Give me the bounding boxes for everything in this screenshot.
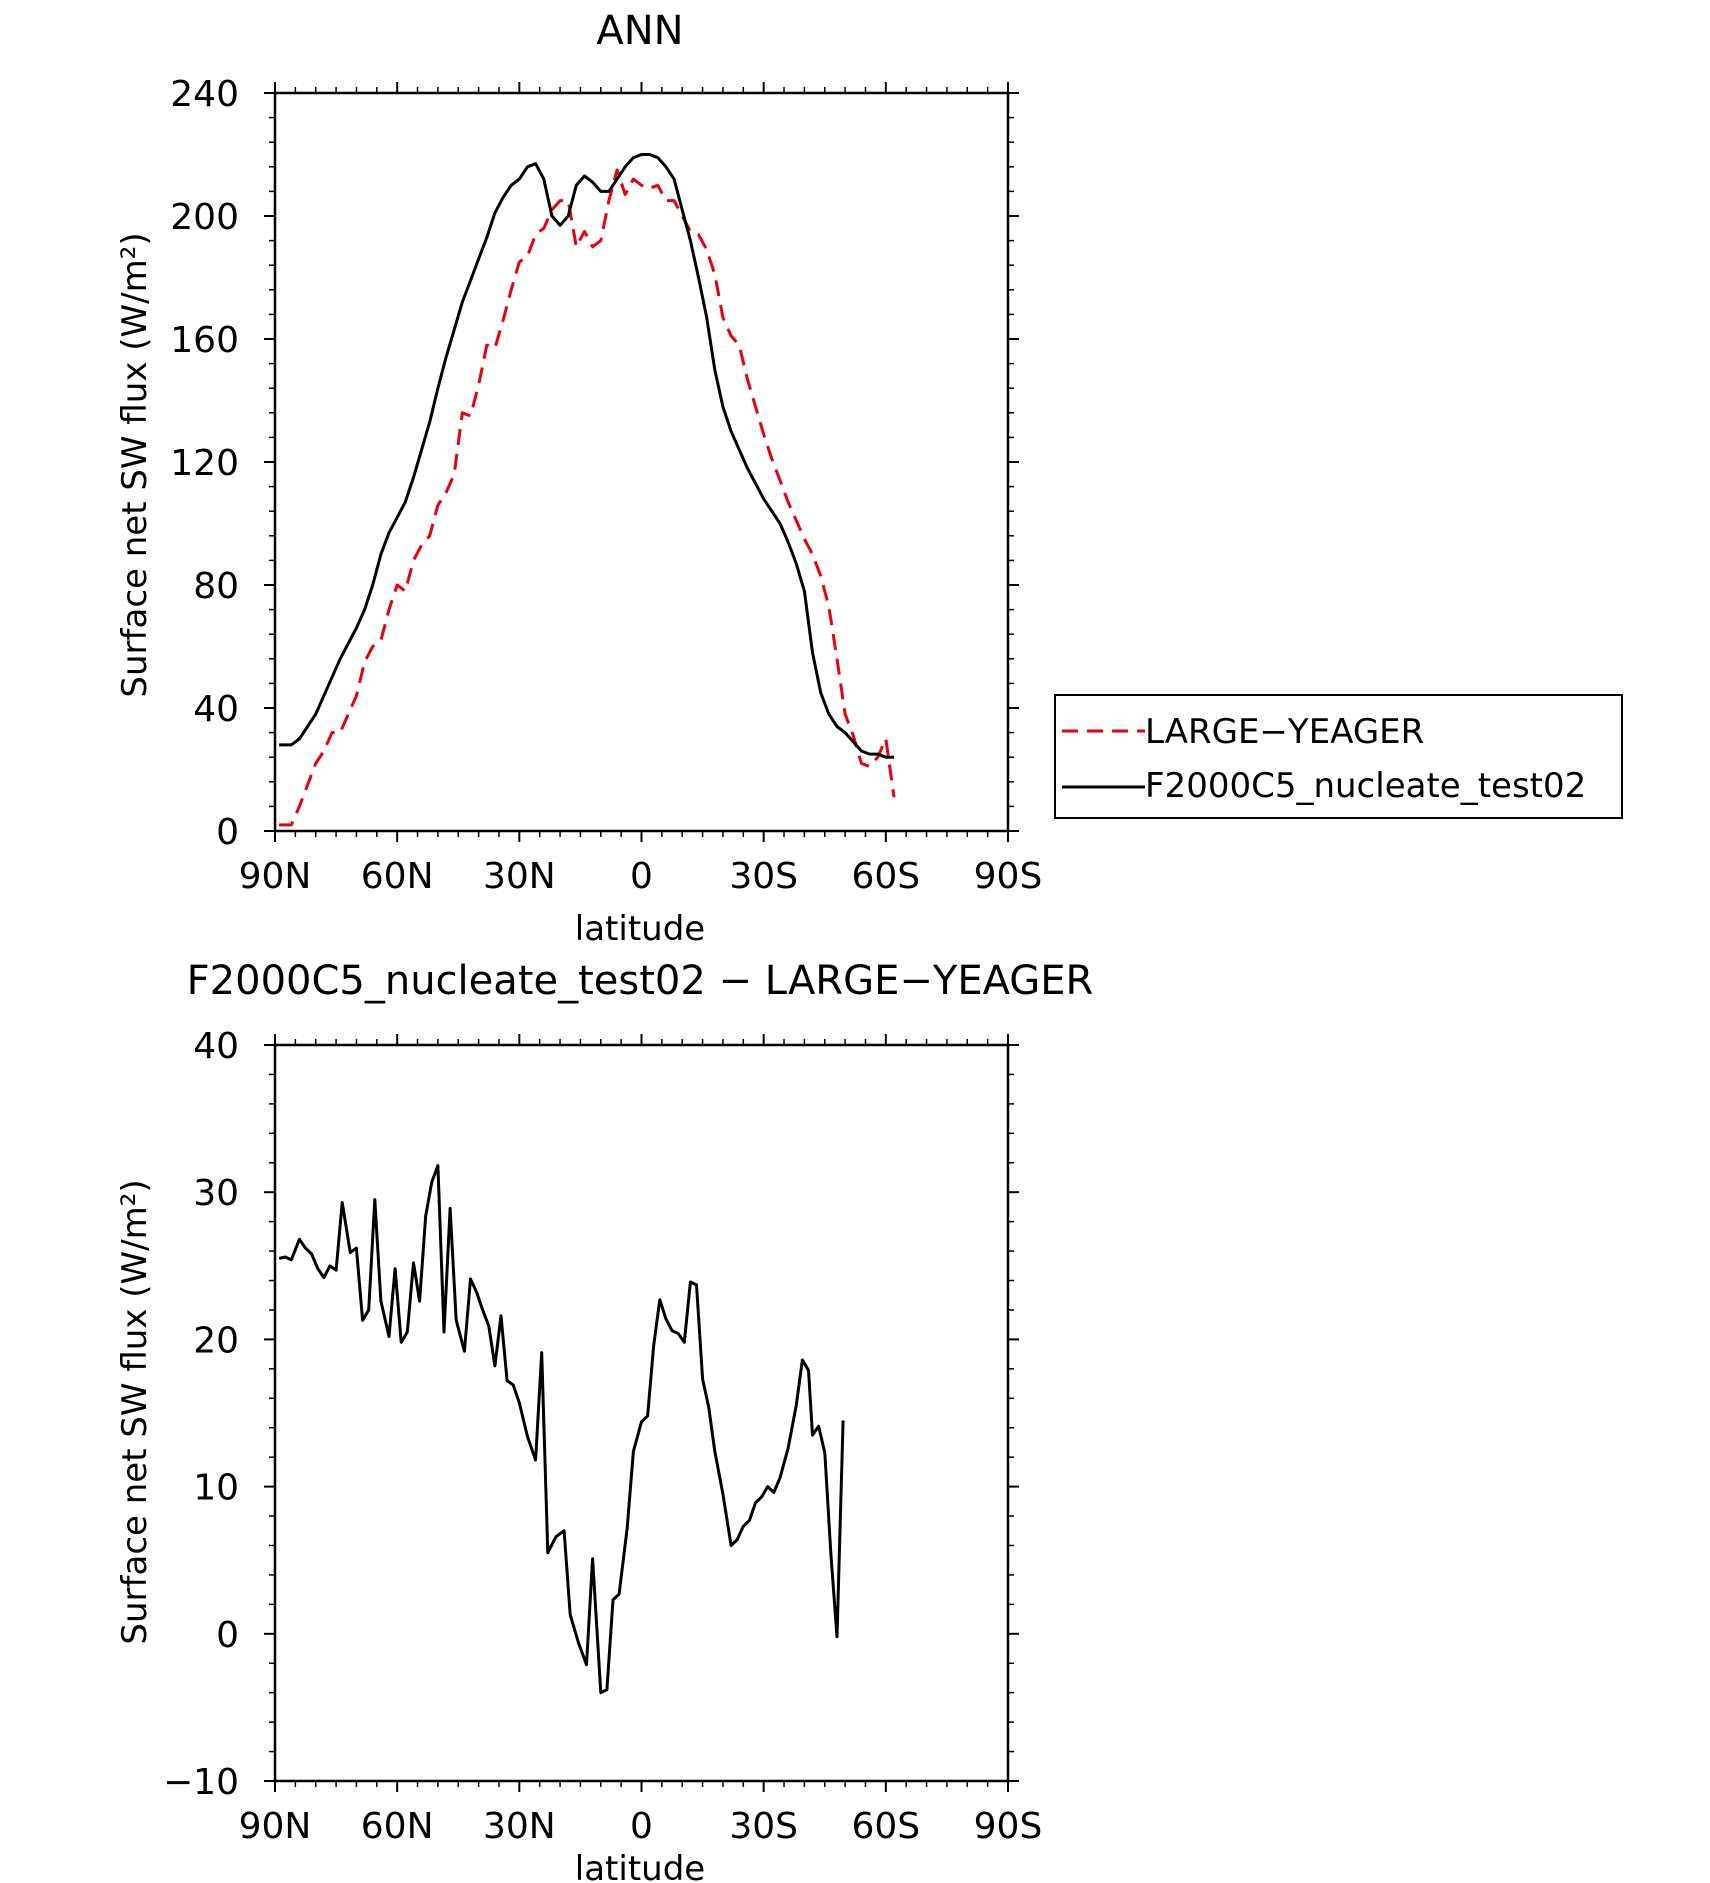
x-tick-label: 90S [974, 1806, 1043, 1847]
y-axis-label: Surface net SW flux (W/m²) [115, 232, 155, 697]
series-group [278, 1164, 845, 1695]
legend-label-f2000c5: F2000C5_nucleate_test02 [1145, 766, 1586, 806]
x-axis-label: latitude [575, 1849, 705, 1883]
x-tick-label: 60N [361, 856, 434, 897]
y-tick-label: 160 [170, 320, 239, 361]
y-tick-label: 80 [193, 566, 239, 607]
y-tick-label: 10 [193, 1468, 239, 1509]
y-tick-label: 240 [170, 74, 239, 115]
series-group [279, 153, 896, 827]
tick-group: 90N 60N 30N 0 30S 60S 90S −10 0 10 20 30 40 [163, 1026, 1042, 1847]
y-tick-label: 40 [193, 689, 239, 730]
y-tick-label: −10 [163, 1762, 239, 1803]
panel-title: ANN [596, 8, 683, 54]
y-tick-label: 40 [193, 1026, 239, 1067]
x-tick-label: 30S [729, 1806, 798, 1847]
y-tick-label: 0 [216, 812, 239, 853]
panel-title: F2000C5_nucleate_test02 − LARGE−YEAGER [187, 958, 1094, 1004]
legend-label-large-yeager: LARGE−YEAGER [1145, 712, 1424, 752]
x-tick-label: 90N [239, 1806, 312, 1847]
x-tick-label: 30N [483, 856, 556, 897]
y-tick-label: 200 [170, 197, 239, 238]
plot-frame [273, 1043, 1010, 1783]
y-tick-label: 0 [216, 1615, 239, 1656]
y-axis-label: Surface net SW flux (W/m²) [115, 1179, 155, 1644]
x-tick-label: 90S [974, 856, 1043, 897]
x-tick-label: 0 [630, 856, 653, 897]
x-tick-label: 30N [483, 1806, 556, 1847]
plot-frame [273, 91, 1010, 833]
x-tick-label: 60S [851, 1806, 920, 1847]
x-tick-label: 60S [851, 856, 920, 897]
f2000c5-nucleate-test02-series-line [279, 153, 894, 759]
x-axis-label: latitude [575, 909, 705, 949]
difference-series-line [278, 1164, 845, 1695]
legend-box [1054, 694, 1623, 819]
x-tick-label: 30S [729, 856, 798, 897]
bottom-panel: F2000C5_nucleate_test02 − LARGE−YEAGER S… [115, 958, 1093, 1883]
top-panel: ANN Surface net SW flux (W/m²) latitude … [115, 8, 1042, 949]
tick-group: 90N 60N 30N 0 30S 60S 90S 0 40 80 120 160 200 240 [170, 74, 1042, 897]
x-tick-label: 90N [239, 856, 312, 897]
y-tick-label: 20 [193, 1320, 239, 1361]
x-tick-label: 60N [361, 1806, 434, 1847]
large-yeager-series-line [279, 168, 896, 827]
y-tick-label: 30 [193, 1173, 239, 1214]
legend: LARGE−YEAGER F2000C5_nucleate_test02 [1054, 694, 1623, 819]
y-tick-label: 120 [170, 443, 239, 484]
x-tick-label: 0 [630, 1806, 653, 1847]
